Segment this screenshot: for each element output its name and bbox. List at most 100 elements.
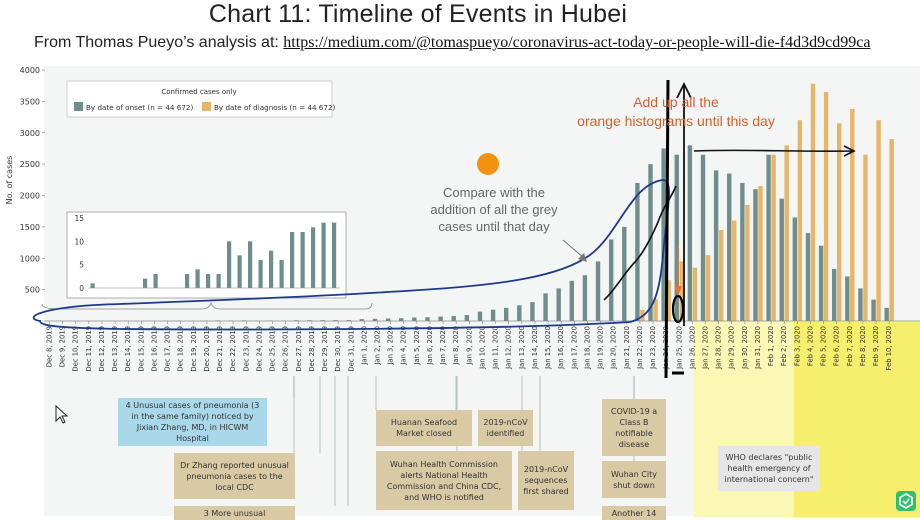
legend-swatch-diagnosis	[202, 102, 211, 111]
x-tick-label: Feb 5, 2020	[820, 326, 828, 366]
bar-onset	[780, 199, 784, 321]
event-box-sequences: 2019-nCoV sequences first shared	[518, 451, 574, 510]
x-tick-label: Jan 3, 2020	[387, 326, 395, 366]
inset-bar	[185, 274, 189, 288]
x-tick-label: Jan 31, 2020	[754, 326, 762, 370]
bar-diagnosis	[693, 268, 697, 321]
x-tick-label: Jan 23, 2020	[649, 326, 657, 370]
x-tick-label: Dec 29, 2019	[321, 326, 329, 372]
x-tick-label: Dec 15, 2019	[137, 326, 145, 372]
bar-onset	[635, 183, 639, 321]
bar-diagnosis	[771, 155, 775, 321]
orange-dot-marker	[477, 153, 499, 175]
inset-bar	[290, 232, 294, 288]
inset-bar	[301, 232, 305, 288]
inset-y-tick-label: 0	[79, 284, 84, 293]
x-tick-label: Dec 20, 2019	[203, 326, 211, 372]
x-tick-label: Jan 21, 2020	[623, 326, 631, 370]
bar-onset	[806, 233, 810, 321]
bar-onset	[701, 155, 705, 321]
y-tick-label: 3000	[20, 129, 40, 138]
inset-bar	[91, 283, 95, 288]
x-tick-label: Dec 11, 2019	[85, 326, 93, 372]
x-tick-label: Dec 26, 2019	[282, 326, 290, 372]
bar-onset	[740, 183, 744, 321]
bar-diagnosis	[758, 186, 762, 321]
x-tick-label: Dec 14, 2019	[124, 326, 132, 372]
inset-bar	[206, 274, 210, 288]
x-tick-label: Jan 28, 2020	[715, 326, 723, 370]
x-tick-label: Jan 29, 2020	[728, 326, 736, 370]
bar-onset	[570, 281, 574, 321]
x-tick-label: Jan 18, 2020	[583, 326, 591, 370]
x-tick-label: Feb 8, 2020	[859, 326, 867, 366]
bar-onset	[412, 318, 416, 321]
x-tick-label: Feb 4, 2020	[806, 326, 814, 366]
x-tick-label: Jan 11, 2020	[492, 326, 500, 370]
event-box-shutdown: Wuhan City shut down	[602, 461, 666, 498]
inset-bar	[217, 274, 221, 288]
bar-onset	[845, 276, 849, 321]
bar-onset	[556, 288, 560, 321]
x-tick-label: Dec 23, 2019	[242, 326, 250, 372]
bar-onset	[766, 155, 770, 321]
bar-onset	[727, 174, 731, 321]
x-tick-label: Dec 27, 2019	[295, 326, 303, 372]
y-tick-label: 2000	[20, 192, 40, 201]
bar-diagnosis	[837, 123, 841, 321]
x-tick-label: Jan 8, 2020	[452, 326, 460, 366]
x-tick-label: Jan 16, 2020	[557, 326, 565, 370]
event-box-class-b: COVID-19 a Class B notifiable disease	[602, 399, 666, 456]
x-tick-label: Dec 13, 2019	[111, 326, 119, 372]
x-tick-label: Jan 13, 2020	[518, 326, 526, 370]
bar-onset	[438, 317, 442, 321]
x-tick-label: Jan 14, 2020	[531, 326, 539, 370]
bar-onset	[425, 317, 429, 321]
legend-title: Confirmed cases only	[161, 88, 236, 96]
x-tick-label: Feb 7, 2020	[846, 326, 854, 366]
bar-diagnosis	[863, 155, 867, 321]
inset-y-tick-label: 5	[79, 261, 84, 270]
bar-onset	[714, 170, 718, 321]
x-tick-label: Dec 19, 2019	[190, 326, 198, 372]
x-tick-label: Feb 6, 2020	[833, 326, 841, 366]
x-tick-label: Feb 9, 2020	[872, 326, 880, 366]
bar-onset	[530, 302, 534, 321]
x-tick-label: Jan 22, 2020	[636, 326, 644, 370]
bar-onset	[399, 318, 403, 321]
y-tick-label: 3500	[20, 97, 40, 106]
bar-diagnosis	[824, 92, 828, 321]
bar-onset	[793, 217, 797, 321]
x-tick-label: Dec 30, 2019	[334, 326, 342, 372]
inset-y-tick-label: 15	[74, 214, 84, 223]
x-tick-label: Jan 25, 2020	[675, 326, 683, 370]
x-tick-label: Jan 19, 2020	[597, 326, 605, 370]
x-tick-label: Dec 9, 2019	[59, 326, 67, 367]
y-tick-label: 2500	[20, 160, 40, 169]
bar-onset	[517, 305, 521, 321]
event-box-zhang-report: Dr Zhang reported unusual pneumonia case…	[174, 453, 295, 499]
horizontal-arrow-shaft	[694, 150, 852, 151]
x-tick-label: Jan 9, 2020	[465, 326, 473, 366]
x-tick-label: Feb 3, 2020	[793, 326, 801, 366]
x-tick-label: Jan 15, 2020	[544, 326, 552, 370]
x-tick-label: Dec 16, 2019	[150, 326, 158, 372]
event-box-ncov-identified: 2019-nCoV identified	[478, 410, 533, 446]
bar-onset	[491, 310, 495, 321]
bar-diagnosis	[719, 230, 723, 321]
y-tick-label: 1500	[20, 223, 40, 232]
bar-diagnosis	[876, 120, 880, 321]
inset-bar	[227, 241, 231, 288]
inset-bar	[143, 279, 147, 288]
event-box-who: WHO declares "public health emergency of…	[718, 446, 820, 491]
bar-onset	[688, 145, 692, 321]
bar-onset	[543, 293, 547, 321]
bar-onset	[832, 269, 836, 321]
inset-bar	[196, 269, 200, 288]
x-tick-label: Feb 2, 2020	[780, 326, 788, 366]
inset-bar	[259, 260, 263, 288]
inset-y-tick-label: 10	[74, 237, 84, 246]
x-tick-label: Dec 28, 2019	[308, 326, 316, 372]
inset-bar	[280, 260, 284, 288]
